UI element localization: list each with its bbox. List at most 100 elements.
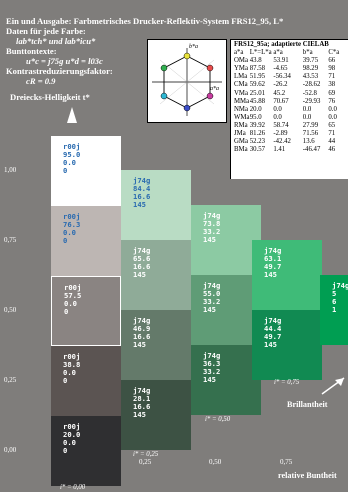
- table-cell: LMa: [234, 73, 248, 81]
- table-cell: 13.6: [302, 138, 315, 146]
- hexagon-label-a: a*a: [210, 86, 219, 92]
- table-row: MMa 45.88 70.67 -29.93 76: [234, 98, 348, 106]
- table-cell: 39.92: [249, 121, 266, 129]
- color-square: r00j 76.3 0.0 0: [51, 206, 121, 276]
- color-square-label: j74g 84.4 16.6 145: [133, 176, 151, 209]
- table-cell: -56.34: [273, 73, 291, 81]
- color-square-label: r00j 57.5 0.0 0: [64, 283, 82, 316]
- table-cell: 0.0: [273, 113, 282, 121]
- table-cell: -26.2: [273, 81, 288, 89]
- table-cell: 87.58: [249, 65, 266, 73]
- table-cell: 46: [328, 146, 336, 154]
- table-cell: 39.75: [302, 57, 319, 65]
- table-row: RMa 39.92 58.74 27.99 65: [234, 122, 348, 130]
- color-square-label: r00j 76.3 0.0 0: [63, 212, 81, 245]
- table-cell: 71.56: [302, 130, 319, 138]
- header-line-contrast: Kontrastreduzierungsfaktor:: [6, 66, 113, 76]
- y-tick-label: 1,00: [4, 166, 17, 174]
- table-cell: 70.67: [273, 97, 289, 105]
- cielab-table: FRS12_95a; adaptierte CIELAB a*a L*=L*a …: [230, 39, 348, 179]
- table-row: VMa 25.01 45.2 -52.8 69: [234, 90, 348, 98]
- table-cell: OMa: [234, 57, 248, 65]
- table-cell: 98.29: [302, 65, 319, 73]
- table-cell: -42.42: [273, 138, 291, 146]
- table-cell: CMa: [234, 81, 248, 89]
- table-cell: 71: [328, 73, 336, 81]
- y-tick-label: 0,25: [4, 376, 17, 384]
- table-cell: WMa: [234, 113, 250, 121]
- table-cell: 43.53: [302, 73, 319, 81]
- color-square-label: j74g 73.8 33.2 145: [203, 211, 221, 244]
- color-square-label: j74g 44.4 49.7 145: [264, 316, 282, 349]
- table-cell: 66: [328, 57, 336, 65]
- color-square: j74g 73.8 33.2 145: [191, 205, 261, 275]
- header-block: Ein und Ausgabe: Farbmetrisches Drucker-…: [6, 16, 284, 102]
- table-cell: YMa: [234, 65, 248, 73]
- x-tick-label: 0,25: [139, 458, 152, 466]
- table-cell: 71: [328, 130, 336, 138]
- table-cell: 81.26: [249, 130, 266, 138]
- table-row: GMa 52.23 -42.42 13.6 44: [234, 138, 348, 146]
- table-cell: RMa: [234, 121, 248, 129]
- table-cell: 0.0: [302, 113, 312, 121]
- color-square-label: r00j 95.0 0.0 0: [63, 142, 81, 175]
- color-square: j74g 28.1 16.6 145: [121, 380, 191, 450]
- i-star-label: i* = 0,50: [205, 416, 231, 423]
- header-line-lab: lab*tch* und lab*icu*: [16, 36, 96, 46]
- color-square-label: j74g 5 6 1: [332, 281, 348, 314]
- i-star-label: i* = 0,75: [274, 379, 300, 386]
- y-tick-label: 0,75: [4, 236, 17, 244]
- x-tick-label: 0,75: [280, 458, 293, 466]
- table-cell: 58.74: [273, 121, 289, 129]
- table-cell: VMa: [234, 89, 248, 97]
- color-square-label: j74g 28.1 16.6 145: [133, 386, 151, 419]
- table-row: WMa 95.0 0.0 0.0 0.0: [234, 114, 348, 122]
- table-cell: 1.41: [273, 146, 286, 154]
- header-line-hue-values: u*c = j75g u*d = l03c: [26, 56, 103, 66]
- table-cell: 30.57: [249, 146, 266, 154]
- table-cell: 59.62: [249, 81, 266, 89]
- color-square: j74g 55.0 33.2 145: [191, 275, 261, 345]
- table-header-cell: b*a: [302, 49, 313, 57]
- table-header-cell: L*=L*a: [249, 49, 272, 57]
- table-cell: 52.23: [249, 138, 266, 146]
- table-title: FRS12_95a; adaptierte CIELAB: [234, 41, 329, 48]
- color-square-label: r00j 20.0 0.0 0: [63, 422, 81, 455]
- table-cell: 45.2: [273, 89, 286, 97]
- brillantheit-label: Brillantheit: [287, 400, 328, 409]
- y-tick-label: 0,50: [4, 306, 17, 314]
- table-cell: -28.62: [302, 81, 321, 89]
- table-cell: -46.47: [302, 146, 321, 154]
- table-cell: 38: [328, 81, 336, 89]
- x-tick-label: 0,50: [209, 458, 222, 466]
- header-line-data: Daten für jede Farbe:: [6, 26, 86, 36]
- table-header-cell: a*a: [234, 49, 244, 57]
- color-square: r00j 57.5 0.0 0: [51, 276, 121, 346]
- table-row: OMa 43.8 53.91 39.75 66: [234, 57, 348, 65]
- table-cell: NMa: [234, 105, 248, 113]
- table-cell: 45.88: [249, 97, 266, 105]
- color-square: r00j 20.0 0.0 0: [51, 416, 121, 486]
- color-square-label: j74g 63.1 49.7 145: [264, 246, 282, 279]
- table-cell: 0.0: [302, 105, 312, 113]
- x-axis-title: relative Buntheit: [278, 471, 337, 480]
- color-square: r00j 95.0 0.0 0: [51, 136, 121, 206]
- color-square: j74g 63.1 49.7 145: [252, 240, 322, 310]
- table-cell: -52.8: [302, 89, 317, 97]
- table-row: CMa 59.62 -26.2 -28.62 38: [234, 81, 348, 89]
- table-cell: 98: [328, 65, 336, 73]
- color-square-label: j74g 36.3 33.2 145: [203, 351, 221, 384]
- table-cell: 20.0: [249, 105, 262, 113]
- table-cell: -2.89: [273, 130, 288, 138]
- hexagon-diagram: b*a a*a: [147, 39, 227, 123]
- brillantheit-arrow-icon: [321, 377, 345, 395]
- header-title: Ein und Ausgabe: Farbmetrisches Drucker-…: [6, 16, 284, 26]
- color-square: j74g 5 6 1: [320, 275, 348, 345]
- table-cell: 51.95: [249, 73, 266, 81]
- table-cell: -29.93: [302, 97, 321, 105]
- table-cell: 65: [328, 121, 336, 129]
- color-square-label: j74g 55.0 33.2 145: [203, 281, 221, 314]
- color-square: j74g 84.4 16.6 145: [121, 170, 191, 240]
- table-cell: 44: [328, 138, 336, 146]
- color-square-label: j74g 65.6 16.6 145: [133, 246, 151, 279]
